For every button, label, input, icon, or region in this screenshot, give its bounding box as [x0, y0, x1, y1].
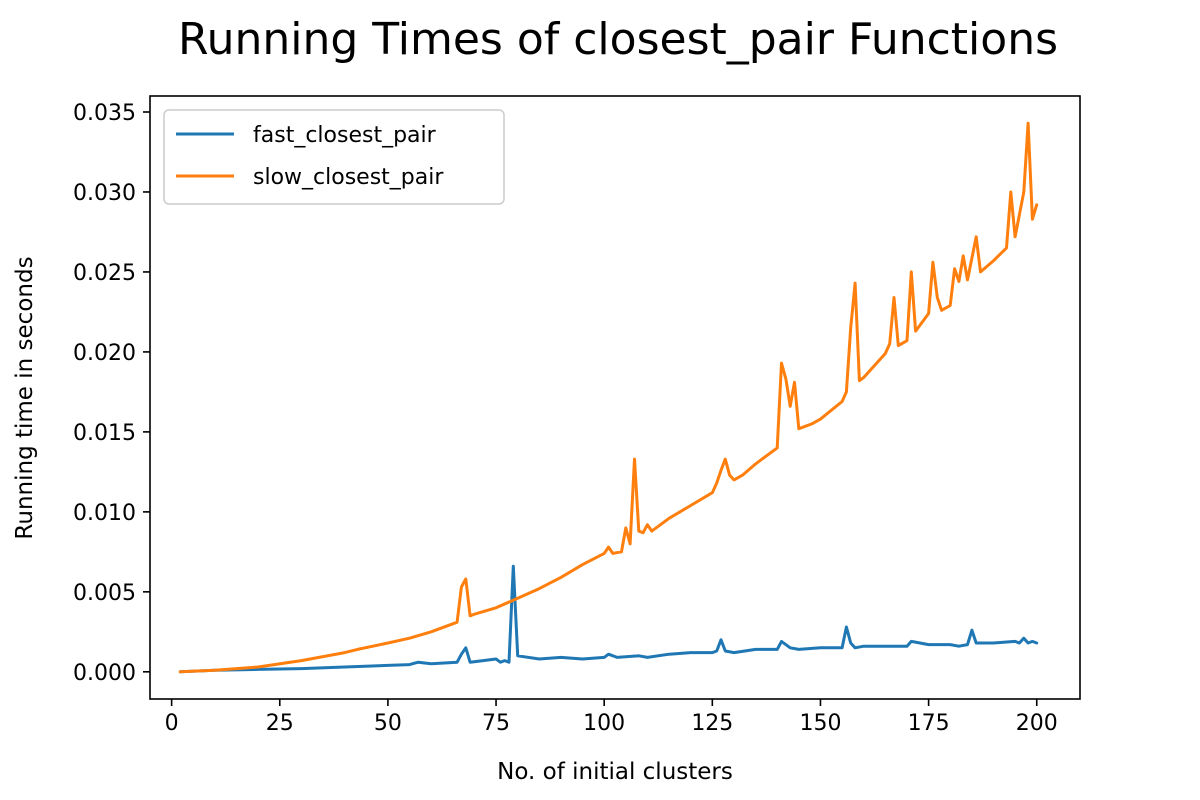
legend: fast_closest_pair slow_closest_pair — [163, 109, 505, 205]
x-axis-ticks: 0 25 50 75 100 125 150 175 200 — [165, 699, 1058, 736]
x-axis-label: No. of initial clusters — [497, 759, 733, 785]
legend-box — [163, 109, 505, 205]
x-tick-label: 150 — [799, 711, 841, 736]
y-tick-label: 0.020 — [73, 341, 136, 366]
x-tick-label: 0 — [165, 711, 179, 736]
series-lines — [178, 121, 1039, 674]
x-tick-label: 75 — [482, 711, 510, 736]
series-line-fast-closest-pair — [178, 564, 1039, 674]
legend-label: slow_closest_pair — [253, 165, 444, 190]
plot-area-frame — [149, 95, 1081, 700]
y-axis-label: Running time in seconds — [12, 256, 38, 539]
y-tick-label: 0.030 — [73, 181, 136, 206]
chart-title: Running Times of closest_pair Functions — [178, 14, 1058, 65]
x-tick-label: 50 — [374, 711, 402, 736]
legend-label: fast_closest_pair — [253, 123, 437, 148]
y-tick-label: 0.015 — [73, 421, 136, 446]
series-line-slow-closest-pair — [178, 121, 1039, 674]
x-tick-label: 25 — [266, 711, 294, 736]
y-tick-label: 0.025 — [73, 261, 136, 286]
x-tick-label: 200 — [1016, 711, 1058, 736]
y-tick-label: 0.000 — [73, 661, 136, 686]
y-tick-label: 0.005 — [73, 581, 136, 606]
y-tick-label: 0.010 — [73, 501, 136, 526]
y-axis-ticks: 0.000 0.005 0.010 0.015 0.020 0.025 0.030 0.035 — [73, 101, 150, 686]
y-tick-label: 0.035 — [73, 101, 136, 126]
x-tick-label: 100 — [583, 711, 625, 736]
x-tick-label: 175 — [908, 711, 950, 736]
x-tick-label: 125 — [691, 711, 733, 736]
